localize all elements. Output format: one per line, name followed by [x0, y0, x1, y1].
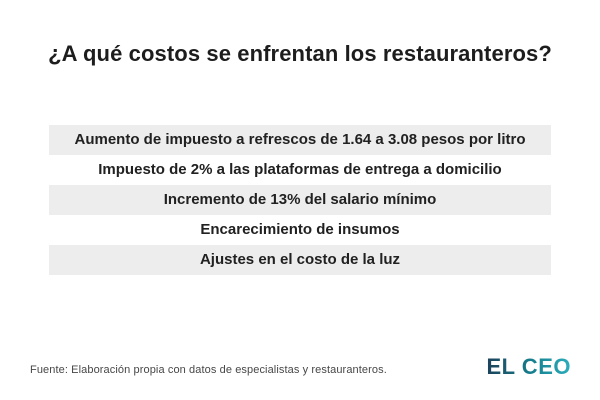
list-item-insumos: Encarecimiento de insumos: [200, 221, 400, 238]
source-note: Fuente: Elaboración propia con datos de …: [30, 364, 387, 376]
list-item-salario-minimo: Incremento de 13% del salario mínimo: [49, 185, 551, 215]
page-title: ¿A qué costos se enfrentan los restauran…: [48, 41, 552, 66]
el-ceo-logo: EL CEO: [486, 354, 571, 379]
list-item-costo-luz: Ajustes en el costo de la luz: [49, 245, 551, 275]
list-item-refrescos: Aumento de impuesto a refrescos de 1.64 …: [49, 125, 551, 155]
cost-list: Aumento de impuesto a refrescos de 1.64 …: [49, 125, 551, 275]
list-item-plataformas: Impuesto de 2% a las plataformas de entr…: [98, 161, 502, 178]
